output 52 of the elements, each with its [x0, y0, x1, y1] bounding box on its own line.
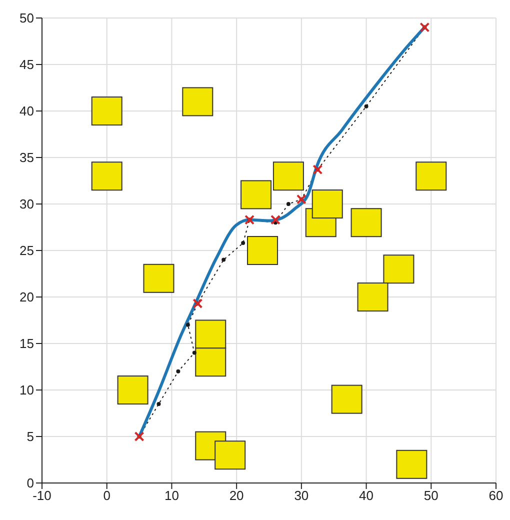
point	[296, 194, 306, 204]
y-tick-label: 15	[20, 336, 34, 352]
y-tick-label: 25	[20, 243, 34, 258]
point	[383, 254, 414, 284]
point	[143, 264, 174, 293]
point	[270, 214, 280, 225]
point	[364, 104, 368, 108]
x-tick-label: 50	[424, 488, 438, 504]
point	[247, 236, 278, 265]
point	[91, 96, 122, 126]
y-tick-label: 40	[20, 104, 34, 119]
point	[176, 369, 180, 374]
point	[134, 432, 144, 442]
point	[192, 350, 196, 355]
point	[195, 348, 226, 377]
y-tick-label: 50	[20, 10, 34, 26]
y-tick-label: 45	[20, 57, 34, 72]
x-tick-label: 0	[103, 488, 110, 504]
y-tick-label: 5	[26, 429, 34, 444]
point	[195, 320, 226, 349]
x-tick-label: 30	[294, 488, 309, 504]
point	[91, 162, 122, 191]
point	[240, 180, 272, 210]
point	[192, 298, 203, 309]
x-tick-label: 20	[229, 488, 244, 504]
y-tick-label: 30	[20, 196, 34, 212]
x-tick-label: -10	[32, 488, 52, 504]
y-tick-label: 10	[20, 382, 34, 398]
point	[214, 440, 246, 470]
point	[357, 282, 388, 312]
point	[420, 22, 430, 32]
point	[416, 162, 447, 191]
point	[331, 384, 362, 414]
point	[286, 202, 290, 206]
point	[186, 322, 190, 327]
point	[156, 402, 161, 406]
point	[117, 376, 148, 404]
x-tick-label: 40	[359, 488, 374, 504]
x-tick-label: 10	[164, 488, 179, 504]
point	[272, 162, 304, 191]
point	[312, 190, 343, 218]
point	[396, 450, 428, 479]
y-tick-label: 35	[20, 150, 34, 166]
y-tick-label: 20	[20, 290, 34, 305]
point	[182, 87, 214, 116]
x-tick-label: 60	[488, 488, 504, 504]
point	[350, 208, 382, 238]
point	[244, 214, 255, 225]
point	[222, 258, 226, 262]
y-tick-label: 0	[26, 476, 34, 491]
point	[312, 164, 323, 175]
point	[241, 241, 246, 246]
